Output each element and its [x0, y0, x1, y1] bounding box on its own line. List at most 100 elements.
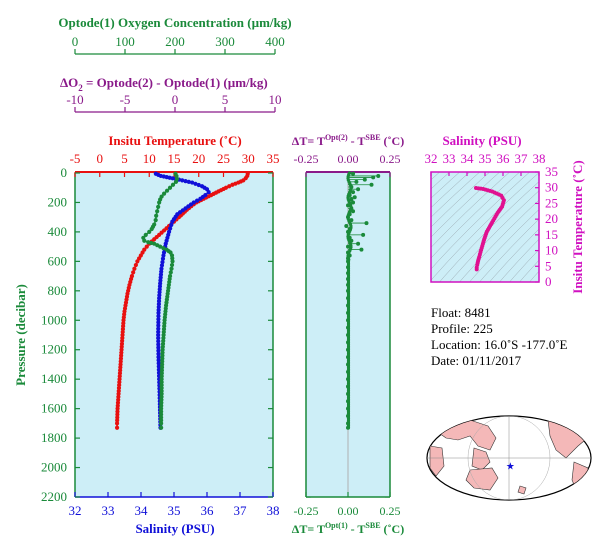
ts-density-contour	[529, 270, 539, 282]
oxygen-profile-point	[159, 403, 164, 408]
ts-x-label: 33	[443, 151, 456, 166]
delta-o2-title-suffix: = Optode(2) - Optode(1) (µm/kg)	[83, 75, 268, 90]
salinity-profile-point	[156, 339, 161, 344]
salinity-axis-label: 33	[102, 503, 115, 518]
delta-t-point	[371, 175, 376, 180]
oxygen-profile-point	[159, 374, 164, 379]
delta-t-point	[356, 241, 361, 246]
salinity-profile-point	[156, 332, 161, 338]
oxygen-scale-label: 300	[215, 34, 235, 49]
delta-o2-scale-label: 10	[269, 92, 282, 107]
ts-density-contour	[469, 209, 539, 282]
land-australia	[465, 467, 499, 491]
oxygen-profile-point	[169, 266, 174, 271]
salinity-profile-point	[156, 361, 161, 366]
delta-t-bottom-title-part2: - T	[348, 522, 366, 536]
oxygen-profile-point	[142, 238, 147, 243]
oxygen-profile-point	[158, 244, 163, 249]
float-position-marker: ★	[506, 461, 515, 472]
temperature-axis-ticks: -5 0 5 10 15 20 25 30 35	[70, 151, 280, 177]
ts-x-label: 32	[425, 151, 438, 166]
oxygen-scale-label: 400	[265, 34, 285, 49]
oxygen-profile-point	[161, 246, 166, 251]
salinity-profile-point	[206, 190, 211, 195]
delta-t-point	[351, 209, 356, 214]
ts-y-label: 35	[545, 164, 558, 179]
delta-t-bottom-title: ΔT= TOpt(1) - TSBE (˚C)	[292, 521, 404, 536]
delta-t-axis-ticks: -0.25 0.00 0.25 -0.25 0.00 0.25	[294, 152, 401, 518]
oxygen-profile-point	[159, 382, 164, 388]
salinity-profile-point	[190, 180, 195, 185]
oxygen-profile-point	[162, 191, 167, 196]
temperature-axis-title: Insitu Temperature (˚C)	[108, 133, 241, 148]
ts-density-contour	[479, 218, 539, 282]
temperature-axis-label: 10	[143, 151, 156, 166]
oxygen-scale-title: Optode(1) Oxygen Concentration (µm/kg)	[58, 15, 291, 30]
ts-series	[474, 186, 506, 272]
oxygen-profile-point	[159, 415, 164, 420]
salinity-profile-point	[156, 351, 161, 357]
ts-density-contour	[431, 172, 511, 248]
float-info: Float: 8481 Profile: 225 Location: 16.0˚…	[431, 305, 568, 368]
delta-t-point	[361, 232, 366, 237]
oxygen-profile-point	[164, 188, 170, 193]
temperature-axis-label: -5	[70, 151, 81, 166]
ts-density-contour	[499, 238, 539, 282]
map-graticule	[467, 416, 551, 500]
land-new-zealand	[517, 485, 527, 495]
temperature-profile-point	[227, 184, 232, 189]
temperature-profile-point	[114, 421, 120, 426]
oxygen-profile-point	[160, 353, 165, 358]
salinity-profile-point	[161, 253, 166, 258]
salinity-profile-point	[169, 222, 174, 228]
salinity-profile-point	[156, 354, 161, 360]
salinity-profile-point	[168, 226, 173, 231]
pressure-axis-label: 1800	[41, 430, 67, 445]
salinity-profile-point	[193, 181, 198, 186]
delta-t-top-title-part3: (˚C)	[381, 134, 405, 148]
ts-density-contour	[431, 172, 461, 199]
ts-density-contour	[449, 190, 539, 282]
delta-o2-scale-label: -10	[66, 92, 83, 107]
delta-t-point	[346, 244, 350, 249]
delta-t-bottom-label: -0.25	[294, 504, 319, 518]
salinity-axis-label: 35	[168, 503, 181, 518]
oxygen-profile-point	[147, 229, 152, 235]
delta-t-point	[376, 173, 381, 178]
salinity-profile-point	[157, 296, 162, 301]
salinity-profile-point	[186, 179, 191, 184]
delta-t-bottom-label: 0.00	[338, 504, 359, 518]
pressure-axis-label: 600	[48, 253, 68, 268]
delta-t-top-title-part2: - T	[348, 134, 366, 148]
float-id: Float: 8481	[431, 305, 491, 320]
salinity-profile-point	[156, 310, 161, 316]
oxygen-profile-point	[159, 409, 164, 414]
oxygen-profile-point	[159, 412, 164, 417]
ts-x-label: 34	[461, 151, 475, 166]
delta-t-point	[352, 195, 357, 200]
salinity-profile-point	[198, 196, 203, 201]
delta-t-series	[344, 171, 381, 430]
ts-x-label: 35	[479, 151, 492, 166]
temperature-profile-point	[115, 415, 120, 420]
oxygen-profile-point	[159, 365, 165, 370]
ts-panel: Salinity (PSU) 32 33 34 35 36 37 3805101520253…	[425, 133, 586, 294]
salinity-axis-label: 36	[201, 503, 215, 518]
delta-t-bottom-title-part3: (˚C)	[381, 522, 405, 536]
pressure-axis-label: 200	[48, 194, 68, 209]
pressure-axis-label: 2000	[41, 460, 67, 475]
oxygen-profile-point	[168, 270, 173, 275]
ts-y-label: 0	[545, 274, 552, 289]
oxygen-profile-point	[160, 356, 165, 361]
ts-density-contour	[431, 172, 521, 259]
ts-y-label: 5	[545, 258, 552, 273]
oxygen-scale-ticks: 0 100 200 300 400	[72, 34, 285, 54]
pressure-axis-label: 1400	[41, 371, 67, 386]
land-southeast-asia	[471, 447, 491, 471]
salinity-axis-label: 38	[267, 503, 280, 518]
pressure-axis-label: 1000	[41, 312, 67, 327]
oxygen-profile-point	[156, 204, 161, 209]
profile-date: Date: 01/11/2017	[431, 353, 522, 368]
